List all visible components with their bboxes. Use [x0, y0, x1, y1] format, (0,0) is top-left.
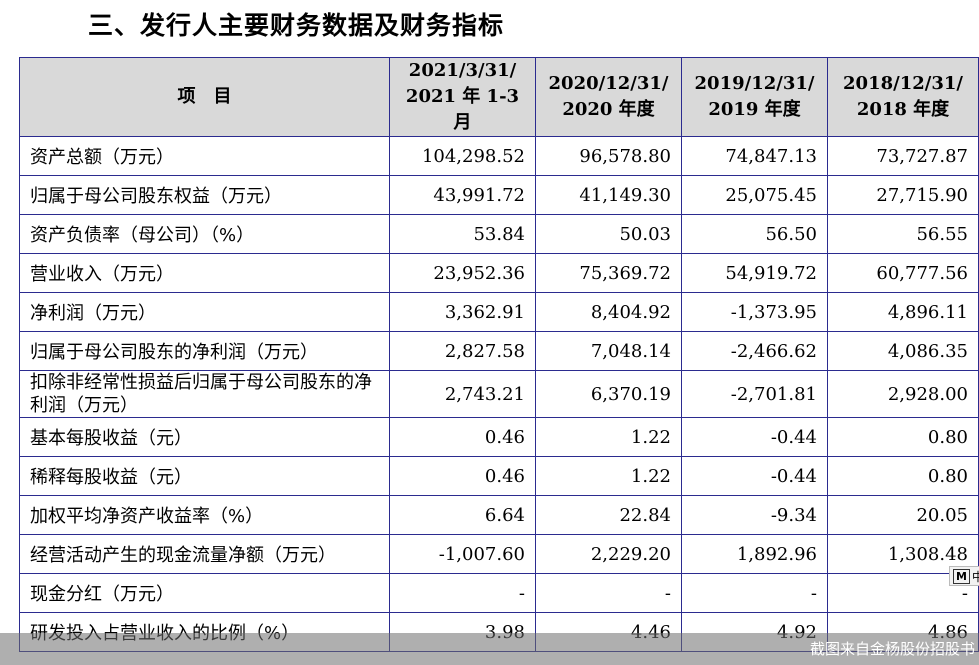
row-label: 基本每股收益（元）: [19, 417, 390, 457]
table-row: 扣除非经常性损益后归属于母公司股东的净利润（万元） 2,743.21 6,370…: [19, 370, 979, 418]
header-period-label: 2020 年度: [562, 99, 655, 120]
cell-value: 73,727.87: [827, 136, 979, 176]
cell-value: 56.55: [827, 214, 979, 254]
cell-value: 3,362.91: [389, 292, 536, 332]
cell-value: 104,298.52: [389, 136, 536, 176]
header-item: 项 目: [19, 57, 390, 137]
header-period-date: 2020/12/31/: [548, 73, 669, 94]
floating-widget[interactable]: M 中: [949, 566, 979, 586]
watermark-text: 截图来自金杨股份招股书: [809, 640, 975, 658]
cell-value: 0.80: [827, 456, 979, 496]
cell-value: 2,229.20: [535, 534, 682, 574]
row-label: 营业收入（万元）: [19, 253, 390, 293]
cell-value: 25,075.45: [681, 175, 828, 215]
table-row: 资产负债率（母公司）（%） 53.84 50.03 56.50 56.55: [19, 214, 979, 254]
header-period-2018: 2018/12/31/ 2018 年度: [827, 57, 979, 137]
table-header-row: 项 目 2021/3/31/ 2021 年 1-3 月 2020/12/31/ …: [19, 57, 979, 137]
cell-value: 1,892.96: [681, 534, 828, 574]
header-period-date: 2019/12/31/: [694, 73, 815, 94]
header-period-2020: 2020/12/31/ 2020 年度: [535, 57, 682, 137]
section-title: 三、发行人主要财务数据及财务指标: [88, 11, 505, 40]
cell-value: 96,578.80: [535, 136, 682, 176]
cell-value: -9.34: [681, 495, 828, 535]
cell-value: 6,370.19: [535, 370, 682, 418]
row-label: 扣除非经常性损益后归属于母公司股东的净利润（万元）: [19, 370, 390, 418]
cell-value: 2,928.00: [827, 370, 979, 418]
row-label: 归属于母公司股东的净利润（万元）: [19, 331, 390, 371]
header-period-date: 2021/3/31/: [408, 60, 517, 81]
cell-value: 2,743.21: [389, 370, 536, 418]
cell-value: -: [681, 573, 828, 613]
table-row: 资产总额（万元） 104,298.52 96,578.80 74,847.13 …: [19, 136, 979, 176]
table-row: 加权平均净资产收益率（%） 6.64 22.84 -9.34 20.05: [19, 495, 979, 535]
header-period-2021q1: 2021/3/31/ 2021 年 1-3 月: [389, 57, 536, 137]
cell-value: 60,777.56: [827, 253, 979, 293]
cell-value: -0.44: [681, 417, 828, 457]
row-label: 净利润（万元）: [19, 292, 390, 332]
table-row: 稀释每股收益（元） 0.46 1.22 -0.44 0.80: [19, 456, 979, 496]
row-label: 现金分红（万元）: [19, 573, 390, 613]
cell-value: -1,373.95: [681, 292, 828, 332]
cell-value: 0.80: [827, 417, 979, 457]
cell-value: 7,048.14: [535, 331, 682, 371]
cell-value: 50.03: [535, 214, 682, 254]
footer-bar: 截图来自金杨股份招股书: [0, 633, 979, 665]
cell-value: 4,896.11: [827, 292, 979, 332]
row-label: 归属于母公司股东权益（万元）: [19, 175, 390, 215]
cell-value: 22.84: [535, 495, 682, 535]
cell-value: 56.50: [681, 214, 828, 254]
table-row: 现金分红（万元） - - - -: [19, 573, 979, 613]
cell-value: -0.44: [681, 456, 828, 496]
row-label: 资产负债率（母公司）（%）: [19, 214, 390, 254]
table-row: 归属于母公司股东的净利润（万元） 2,827.58 7,048.14 -2,46…: [19, 331, 979, 371]
cell-value: 23,952.36: [389, 253, 536, 293]
cell-value: 1.22: [535, 456, 682, 496]
header-period-2019: 2019/12/31/ 2019 年度: [681, 57, 828, 137]
header-period-label: 2021 年 1-3 月: [405, 86, 520, 133]
cell-value: -: [535, 573, 682, 613]
m-icon[interactable]: M: [953, 568, 970, 584]
cell-value: 1.22: [535, 417, 682, 457]
cell-value: 0.46: [389, 417, 536, 457]
cell-value: -: [389, 573, 536, 613]
cell-value: 0.46: [389, 456, 536, 496]
cell-value: 27,715.90: [827, 175, 979, 215]
cell-value: 6.64: [389, 495, 536, 535]
header-period-label: 2019 年度: [708, 99, 801, 120]
floating-widget-extra: 中: [971, 569, 979, 584]
row-label: 稀释每股收益（元）: [19, 456, 390, 496]
table-row: 经营活动产生的现金流量净额（万元） -1,007.60 2,229.20 1,8…: [19, 534, 979, 574]
cell-value: -2,466.62: [681, 331, 828, 371]
cell-value: 8,404.92: [535, 292, 682, 332]
row-label: 经营活动产生的现金流量净额（万元）: [19, 534, 390, 574]
cell-value: -2,701.81: [681, 370, 828, 418]
cell-value: 53.84: [389, 214, 536, 254]
table-row: 基本每股收益（元） 0.46 1.22 -0.44 0.80: [19, 417, 979, 457]
cell-value: 74,847.13: [681, 136, 828, 176]
cell-value: 4,086.35: [827, 331, 979, 371]
cell-value: -1,007.60: [389, 534, 536, 574]
cell-value: 41,149.30: [535, 175, 682, 215]
cell-value: 2,827.58: [389, 331, 536, 371]
table-row: 净利润（万元） 3,362.91 8,404.92 -1,373.95 4,89…: [19, 292, 979, 332]
table-row: 营业收入（万元） 23,952.36 75,369.72 54,919.72 6…: [19, 253, 979, 293]
header-period-date: 2018/12/31/: [843, 73, 963, 94]
cell-value: 20.05: [827, 495, 979, 535]
cell-value: 54,919.72: [681, 253, 828, 293]
financial-table: 项 目 2021/3/31/ 2021 年 1-3 月 2020/12/31/ …: [19, 57, 979, 652]
row-label: 资产总额（万元）: [19, 136, 390, 176]
cell-value: 75,369.72: [535, 253, 682, 293]
row-label: 加权平均净资产收益率（%）: [19, 495, 390, 535]
table-row: 归属于母公司股东权益（万元） 43,991.72 41,149.30 25,07…: [19, 175, 979, 215]
cell-value: 43,991.72: [389, 175, 536, 215]
header-period-label: 2018 年度: [856, 99, 950, 120]
